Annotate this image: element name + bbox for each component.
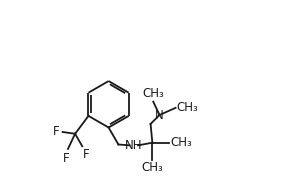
Text: F: F	[63, 152, 69, 165]
Text: CH₃: CH₃	[141, 161, 163, 174]
Text: CH₃: CH₃	[170, 136, 192, 149]
Text: CH₃: CH₃	[142, 87, 164, 100]
Text: CH₃: CH₃	[176, 101, 198, 114]
Text: F: F	[83, 148, 90, 161]
Text: NH: NH	[125, 139, 142, 152]
Text: F: F	[53, 125, 59, 138]
Text: N: N	[155, 109, 164, 122]
